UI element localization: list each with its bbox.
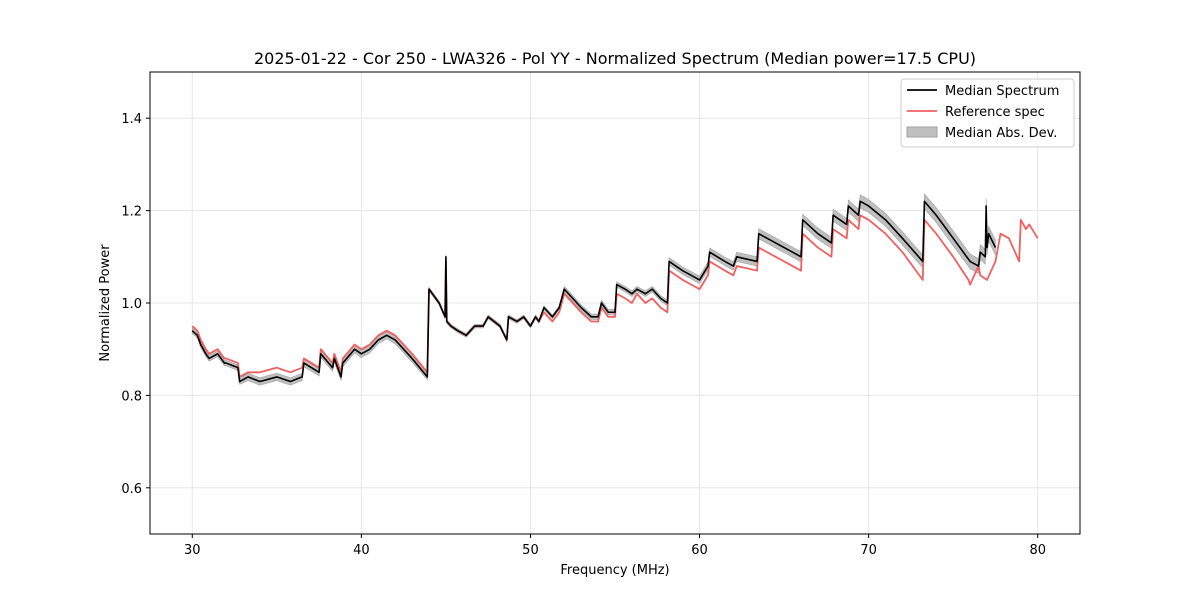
x-tick-label: 80 (1029, 543, 1046, 558)
x-tick-label: 60 (691, 543, 708, 558)
x-tick-label: 70 (860, 543, 877, 558)
y-axis-ticks: 0.6 0.8 1.0 1.2 1.4 (121, 112, 150, 497)
y-tick-label: 0.6 (121, 482, 142, 497)
x-tick-label: 40 (353, 543, 370, 558)
legend-label-reference: Reference spec (945, 105, 1045, 120)
legend-label-mad: Median Abs. Dev. (945, 126, 1057, 141)
x-axis-label: Frequency (MHz) (560, 563, 669, 578)
y-tick-label: 1.2 (121, 205, 142, 220)
x-tick-label: 30 (184, 543, 201, 558)
legend-frame (900, 78, 1075, 148)
y-axis-label: Normalized Power (98, 244, 113, 362)
reference-spectrum-line (191, 214, 1039, 378)
x-tick-label: 50 (522, 543, 539, 558)
legend-swatch-mad (906, 126, 938, 138)
median-series-layer (191, 200, 997, 383)
y-tick-label: 1.0 (121, 297, 142, 312)
legend: Median Spectrum Reference spec Median Ab… (900, 78, 1075, 148)
y-tick-label: 0.8 (121, 389, 142, 404)
reference-series-layer (191, 214, 1039, 378)
chart-title: 2025-01-22 - Cor 250 - LWA326 - Pol YY -… (254, 49, 976, 68)
x-axis-ticks: 30 40 50 60 70 80 (184, 534, 1046, 558)
legend-label-median: Median Spectrum (945, 84, 1059, 99)
median-spectrum-line (191, 200, 997, 383)
y-tick-label: 1.4 (121, 112, 142, 127)
